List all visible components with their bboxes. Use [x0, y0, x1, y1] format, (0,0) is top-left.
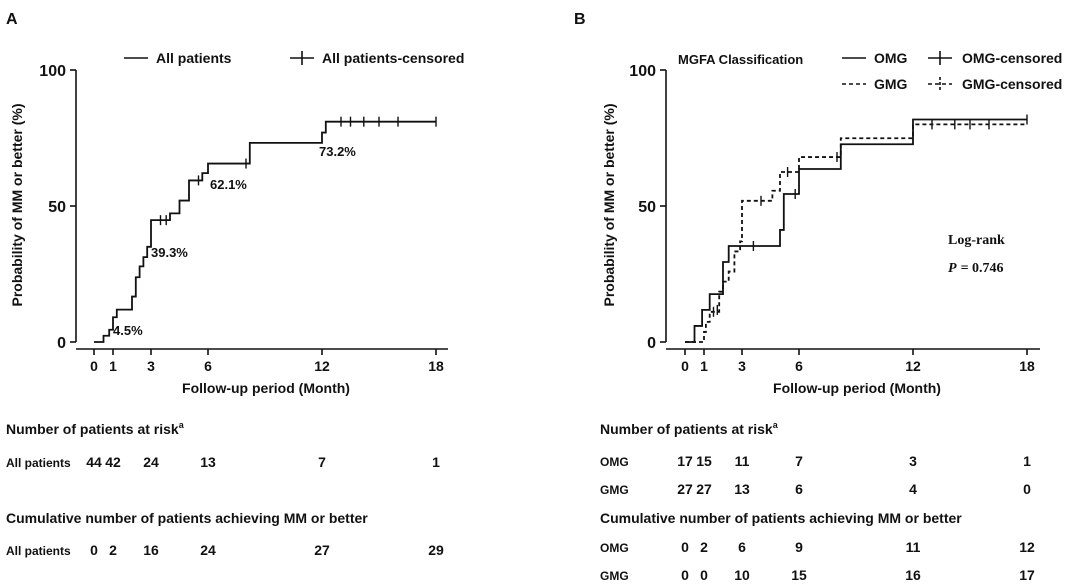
- risk-value: 1: [1023, 453, 1031, 469]
- cum-value: 15: [791, 567, 807, 583]
- cum-value: 0: [681, 567, 689, 583]
- risk-value: 15: [696, 453, 712, 469]
- legend-label-omg-censored: OMG-censored: [962, 50, 1062, 66]
- km-curve-omg: [685, 118, 1027, 343]
- x-tick-label-3: 3: [147, 358, 155, 374]
- x-tick-label-0: 0: [90, 358, 98, 374]
- risk-value: 6: [795, 481, 803, 497]
- logrank-p-label: P: [948, 261, 957, 276]
- x-axis-title-a: Follow-up period (Month): [182, 380, 350, 396]
- cum-value: 2: [109, 542, 117, 558]
- logrank-p: P = 0.746: [948, 261, 1004, 276]
- risk-value: 4: [909, 481, 917, 497]
- y-tick-label-100: 100: [629, 63, 656, 80]
- cum-value: 27: [314, 542, 330, 558]
- legend-title-b: MGFA Classification: [678, 52, 803, 67]
- legend-label-all-patients: All patients: [156, 50, 232, 66]
- risk-value: 44: [86, 454, 102, 470]
- y-tick-label-0: 0: [57, 335, 66, 352]
- risk-values-b: 17 15 11 7 3 1 27 27 13 6 4 0: [677, 453, 1031, 497]
- x-tick-label-1: 1: [700, 358, 708, 374]
- cum-values-a: 0 2 16 24 27 29: [90, 542, 444, 558]
- annotation-39-3: 39.3%: [151, 245, 188, 260]
- x-tick-label-3: 3: [738, 358, 746, 374]
- km-curve-gmg: [685, 123, 1027, 343]
- cum-value: 10: [734, 567, 750, 583]
- panel-a: A All patients All patients-censored 0 50…: [6, 11, 464, 558]
- y-tick-label-50: 50: [638, 199, 656, 216]
- risk-row-label-gmg: GMG: [600, 483, 629, 497]
- x-tick-label-6: 6: [204, 358, 212, 374]
- annotation-73-2: 73.2%: [319, 144, 356, 159]
- legend-label-gmg: GMG: [874, 76, 908, 92]
- risk-value: 27: [696, 481, 712, 497]
- y-axis-title-a: Probability of MM or better (%): [9, 104, 25, 307]
- cum-value: 0: [700, 567, 708, 583]
- cum-value: 24: [200, 542, 216, 558]
- annotation-62-1: 62.1%: [210, 177, 247, 192]
- x-tick-label-1: 1: [109, 358, 117, 374]
- cum-value: 12: [1019, 539, 1035, 555]
- km-curve-all-patients: [94, 120, 436, 343]
- cum-row-label-gmg: GMG: [600, 569, 629, 583]
- x-tick-label-6: 6: [795, 358, 803, 374]
- x-tick-label-18: 18: [1019, 358, 1035, 374]
- cum-value: 16: [905, 567, 921, 583]
- cum-value: 29: [428, 542, 444, 558]
- cum-row-label-all: All patients: [6, 544, 71, 558]
- risk-value: 7: [318, 454, 326, 470]
- x-tick-label-12: 12: [905, 358, 921, 374]
- y-tick-label-100: 100: [39, 63, 66, 80]
- legend-label-omg: OMG: [874, 50, 908, 66]
- cum-row-label-omg: OMG: [600, 541, 629, 555]
- km-curves-a: [94, 116, 437, 343]
- risk-values-a: 44 42 24 13 7 1: [86, 454, 440, 470]
- risk-title-a: Number of patients at riska: [6, 420, 185, 437]
- risk-value: 42: [105, 454, 121, 470]
- risk-title-b: Number of patients at riska: [600, 420, 779, 437]
- y-tick-label-0: 0: [647, 335, 656, 352]
- risk-value: 0: [1023, 481, 1031, 497]
- panel-a-letter: A: [6, 11, 18, 28]
- cum-value: 0: [681, 539, 689, 555]
- cum-values-b: 0 2 6 9 11 120 0 10 15 16 17: [681, 539, 1035, 583]
- km-curves-b: [685, 114, 1028, 343]
- cum-value: 2: [700, 539, 708, 555]
- risk-row-label-all: All patients: [6, 456, 71, 470]
- risk-value: 7: [795, 453, 803, 469]
- annotation-4-5: 4.5%: [113, 323, 143, 338]
- risk-value: 1: [432, 454, 440, 470]
- cum-value: 0: [90, 542, 98, 558]
- risk-value: 24: [143, 454, 159, 470]
- risk-row-label-omg: OMG: [600, 455, 629, 469]
- x-tick-label-0: 0: [681, 358, 689, 374]
- cum-title-a: Cumulative number of patients achieving …: [6, 510, 368, 526]
- logrank-p-value: = 0.746: [961, 261, 1004, 276]
- risk-value: 13: [734, 481, 750, 497]
- legend-label-gmg-censored: GMG-censored: [962, 76, 1062, 92]
- cum-value: 6: [738, 539, 746, 555]
- risk-value: 27: [677, 481, 693, 497]
- cum-title-b: Cumulative number of patients achieving …: [600, 510, 962, 526]
- risk-value: 13: [200, 454, 216, 470]
- y-axis-title-b: Probability of MM or better (%): [601, 104, 617, 307]
- cum-value: 16: [143, 542, 159, 558]
- cum-value: 9: [795, 539, 803, 555]
- y-tick-label-50: 50: [48, 199, 66, 216]
- panel-b: B MGFA Classification OMG OMG-censored G…: [574, 11, 1062, 583]
- panel-b-letter: B: [574, 11, 586, 28]
- cum-value: 17: [1019, 567, 1035, 583]
- x-tick-label-18: 18: [428, 358, 444, 374]
- risk-value: 3: [909, 453, 917, 469]
- risk-value: 17: [677, 453, 693, 469]
- legend-label-all-censored: All patients-censored: [322, 50, 464, 66]
- x-tick-label-12: 12: [314, 358, 330, 374]
- logrank-title: Log-rank: [948, 233, 1005, 248]
- cum-value: 11: [906, 539, 921, 555]
- risk-value: 11: [735, 453, 750, 469]
- x-axis-title-b: Follow-up period (Month): [773, 380, 941, 396]
